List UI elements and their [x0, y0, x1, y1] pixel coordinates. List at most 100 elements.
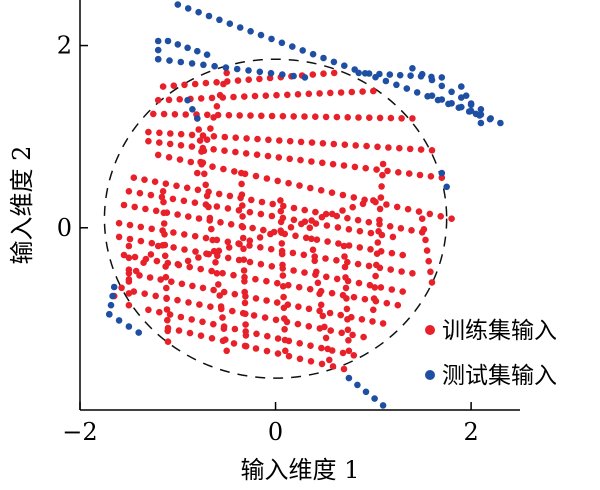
data-point	[342, 274, 349, 281]
data-point	[126, 221, 134, 229]
data-point	[354, 260, 362, 268]
data-point	[161, 252, 169, 260]
legend-marker-train	[425, 325, 435, 335]
data-point	[443, 183, 451, 191]
data-point	[379, 171, 386, 179]
y-tick-label: 0	[57, 214, 72, 242]
data-point	[202, 234, 210, 242]
data-point	[214, 252, 221, 260]
data-point	[263, 277, 270, 285]
data-point	[239, 223, 247, 231]
data-point	[286, 155, 294, 163]
data-point	[195, 126, 202, 133]
data-point	[273, 299, 281, 306]
data-point	[184, 257, 192, 265]
data-point	[352, 142, 360, 149]
data-point	[423, 247, 431, 254]
data-point	[156, 308, 163, 316]
data-point	[181, 246, 188, 253]
data-point	[393, 203, 401, 211]
data-point	[141, 290, 148, 298]
data-point	[350, 293, 358, 301]
legend-label-test: 测试集输入	[442, 363, 557, 389]
data-point	[467, 107, 475, 115]
data-point	[365, 262, 373, 270]
data-point	[365, 70, 373, 77]
data-point	[125, 242, 133, 250]
data-point	[365, 218, 373, 226]
data-point	[152, 292, 159, 300]
data-point	[337, 311, 345, 319]
data-point	[141, 176, 148, 183]
data-point	[437, 213, 445, 220]
data-point	[199, 318, 206, 326]
data-point	[225, 111, 233, 119]
data-point	[367, 229, 375, 237]
data-point	[252, 172, 260, 180]
data-point	[286, 137, 294, 145]
data-point	[248, 196, 255, 204]
data-point	[136, 189, 144, 197]
data-point	[243, 135, 250, 142]
data-point	[207, 125, 214, 132]
data-point	[309, 71, 317, 78]
data-point	[313, 236, 321, 243]
data-point	[338, 329, 346, 337]
data-point	[142, 205, 149, 213]
data-point	[165, 96, 173, 104]
data-point	[234, 77, 242, 84]
data-point	[312, 208, 319, 216]
data-point	[231, 290, 239, 298]
data-point	[318, 213, 326, 221]
data-point	[409, 270, 416, 277]
data-point	[210, 114, 217, 121]
data-point	[125, 290, 133, 297]
data-point	[169, 195, 177, 203]
data-point	[239, 202, 246, 209]
data-point	[247, 112, 254, 119]
data-point	[174, 260, 182, 268]
data-point	[448, 88, 455, 96]
data-point	[458, 103, 465, 111]
y-axis-label: 输入维度 2	[8, 146, 36, 265]
data-point	[321, 323, 328, 331]
data-point	[189, 106, 196, 113]
data-point	[253, 330, 260, 338]
data-point	[195, 215, 203, 222]
data-point	[220, 165, 227, 173]
data-point	[377, 194, 385, 201]
data-point	[150, 110, 157, 118]
data-point	[231, 325, 239, 333]
data-point	[125, 266, 133, 274]
data-point	[154, 242, 162, 250]
data-point	[268, 263, 276, 270]
data-point	[438, 169, 446, 177]
data-point	[246, 237, 254, 244]
x-tick-label: 0	[268, 418, 283, 446]
data-point	[343, 305, 351, 313]
data-point	[387, 266, 395, 273]
data-point	[274, 350, 282, 357]
data-point	[298, 220, 305, 228]
data-point	[345, 374, 353, 382]
data-point	[230, 93, 237, 101]
data-point	[299, 47, 307, 54]
data-point	[305, 305, 313, 313]
data-point	[333, 257, 340, 264]
data-point	[120, 251, 128, 259]
data-point	[252, 275, 259, 283]
data-point	[320, 54, 327, 62]
data-point	[208, 225, 215, 233]
data-point	[238, 191, 246, 198]
data-point	[236, 24, 244, 31]
data-point	[184, 5, 192, 12]
data-point	[174, 41, 182, 48]
data-point	[264, 332, 271, 340]
data-point	[159, 83, 167, 90]
data-point	[374, 143, 381, 151]
data-point	[374, 239, 382, 246]
data-point	[376, 205, 384, 213]
data-point	[221, 133, 229, 141]
data-point	[316, 307, 323, 315]
data-point	[296, 355, 304, 363]
